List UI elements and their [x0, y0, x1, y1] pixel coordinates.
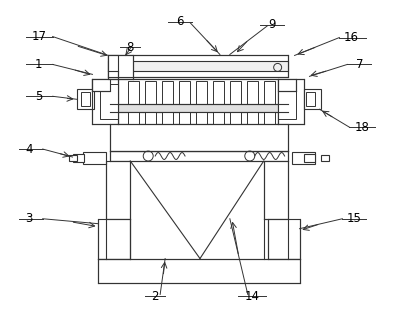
Bar	[108, 56, 133, 79]
Text: 8: 8	[127, 41, 134, 54]
Bar	[264, 112, 275, 124]
Bar	[303, 154, 316, 162]
Bar	[98, 219, 130, 259]
Bar	[247, 112, 258, 124]
Bar	[305, 92, 316, 106]
Bar	[100, 84, 118, 119]
Text: 16: 16	[344, 31, 359, 44]
Bar	[98, 259, 299, 284]
Bar	[77, 89, 94, 109]
Bar	[110, 104, 288, 112]
Bar	[128, 81, 139, 104]
Bar	[110, 151, 288, 161]
Bar	[162, 112, 173, 124]
Bar	[106, 161, 130, 219]
Text: 18: 18	[355, 121, 370, 134]
Text: 17: 17	[31, 30, 46, 43]
Bar	[230, 112, 241, 124]
Text: 14: 14	[244, 290, 259, 303]
Bar	[196, 81, 207, 104]
Bar	[322, 155, 329, 161]
Bar	[92, 79, 110, 91]
Bar	[73, 154, 85, 162]
Bar	[108, 62, 288, 71]
Bar	[278, 84, 295, 119]
Bar	[179, 112, 190, 124]
Bar	[247, 81, 258, 104]
Text: 15: 15	[347, 212, 362, 225]
Text: 9: 9	[268, 18, 275, 31]
Bar	[145, 112, 156, 124]
Bar	[69, 155, 77, 161]
Bar	[110, 124, 288, 151]
Bar	[108, 56, 288, 78]
Bar	[92, 79, 118, 124]
Bar	[278, 79, 303, 124]
Bar	[196, 112, 207, 124]
Text: 1: 1	[35, 58, 42, 71]
Text: 5: 5	[35, 90, 42, 103]
Text: 6: 6	[176, 15, 184, 28]
Text: 7: 7	[356, 58, 363, 71]
Text: 3: 3	[25, 212, 32, 225]
Bar	[118, 79, 278, 124]
Text: 4: 4	[25, 143, 32, 156]
Bar	[83, 152, 106, 164]
Bar	[179, 81, 190, 104]
Bar	[213, 81, 224, 104]
Text: 2: 2	[151, 290, 159, 303]
Bar	[128, 112, 139, 124]
Bar	[213, 112, 224, 124]
Bar	[162, 81, 173, 104]
Bar	[264, 81, 275, 104]
Bar	[268, 219, 299, 259]
Bar	[303, 89, 322, 109]
Bar	[264, 161, 288, 219]
Bar	[81, 92, 90, 106]
Bar	[145, 81, 156, 104]
Bar	[108, 56, 118, 79]
Bar	[230, 81, 241, 104]
Bar	[292, 152, 316, 164]
Bar	[278, 79, 295, 91]
